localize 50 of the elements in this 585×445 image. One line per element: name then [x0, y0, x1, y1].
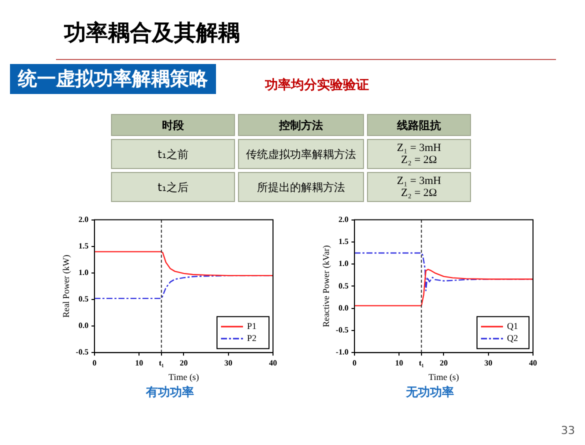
x-tick-label: 20 [180, 358, 188, 368]
y-tick-label: 0.0 [78, 321, 88, 330]
text: 所提出的解耦方法 [238, 172, 364, 202]
x-tick-label: 30 [484, 358, 492, 368]
y-tick-label: 2.0 [78, 214, 88, 224]
x-tick-label: 0 [92, 358, 96, 368]
legend-label: Q2 [507, 332, 518, 343]
text: 控制方法 [238, 114, 364, 136]
x-tick-label: 10 [395, 358, 404, 368]
x-tick-label: 30 [224, 358, 232, 368]
x-tick-label: t₁ [418, 358, 425, 368]
x-axis-title: Time (s) [428, 372, 459, 382]
y-axis-title: Real Power (kW) [60, 254, 71, 318]
y-tick-label: -1.0 [336, 348, 348, 357]
y-tick-label: 2.0 [338, 214, 348, 224]
legend-label: P2 [247, 332, 257, 343]
text: 功率耦合及其解耦 [64, 20, 240, 48]
text: 功率均分实验验证 [265, 76, 369, 94]
y-tick-label: -0.5 [336, 326, 348, 335]
text: 线路阻抗 [367, 114, 471, 136]
legend-label: Q1 [507, 320, 518, 331]
text: 33 [561, 424, 575, 437]
x-tick-label: 0 [352, 358, 356, 368]
text: 传统虚拟功率解耦方法 [238, 139, 364, 169]
text: 有功功率 [144, 384, 195, 401]
text: 无功功率 [405, 384, 455, 401]
y-tick-label: 1.5 [338, 236, 348, 246]
text: Z₂ = 2Ω [400, 187, 438, 199]
x-tick-label: 20 [440, 358, 448, 368]
text: Z₁ = 3mH [396, 142, 442, 154]
y-tick-label: 1.0 [78, 268, 88, 277]
x-tick-label: 10 [135, 358, 144, 368]
text: Z₁ = 3mH [396, 175, 442, 187]
y-tick-label: 0.5 [78, 294, 88, 304]
text: t₁之前 [111, 139, 235, 169]
x-tick-label: t₁ [158, 358, 165, 368]
text: 统一虚拟功率解耦策略 [10, 64, 216, 94]
x-tick-label: 40 [269, 358, 277, 368]
text: 时段 [111, 114, 235, 136]
text: Z₂ = 2Ω [400, 154, 438, 166]
y-tick-label: 0.0 [338, 303, 348, 312]
y-axis-title: Reactive Power (kVar) [320, 245, 331, 328]
y-tick-label: 1.0 [338, 259, 348, 268]
x-axis-title: Time (s) [168, 372, 199, 382]
legend-label: P1 [247, 320, 257, 331]
y-tick-label: -0.5 [76, 348, 88, 357]
x-tick-label: 40 [529, 358, 537, 368]
y-tick-label: 0.5 [338, 281, 348, 290]
text: t₁之后 [111, 172, 235, 202]
y-tick-label: 1.5 [78, 241, 88, 250]
